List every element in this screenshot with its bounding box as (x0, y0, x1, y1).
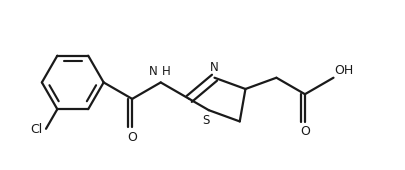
Text: O: O (300, 125, 310, 138)
Text: N: N (149, 65, 158, 78)
Text: Cl: Cl (31, 123, 43, 136)
Text: O: O (127, 131, 137, 144)
Text: S: S (202, 114, 209, 127)
Text: H: H (162, 65, 171, 78)
Text: N: N (210, 61, 219, 74)
Text: OH: OH (335, 64, 354, 77)
